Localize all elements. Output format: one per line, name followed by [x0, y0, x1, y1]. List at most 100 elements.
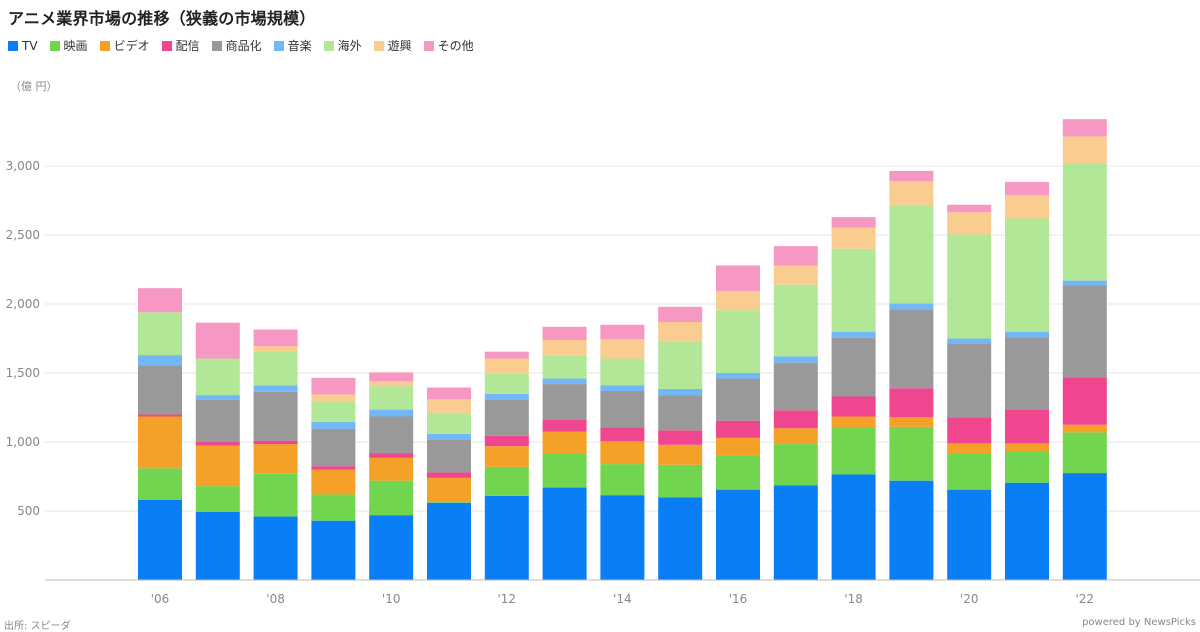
bar-segment[interactable] — [773, 362, 818, 411]
bar-segment[interactable] — [947, 489, 992, 580]
bar-segment[interactable] — [947, 443, 992, 454]
bar-segment[interactable] — [831, 427, 876, 475]
bar-segment[interactable] — [600, 464, 645, 496]
bar-segment[interactable] — [369, 372, 414, 382]
bar-segment[interactable] — [773, 265, 818, 285]
bar-segment[interactable] — [1062, 432, 1107, 474]
bar-segment[interactable] — [1005, 482, 1049, 580]
bar-segment[interactable] — [253, 385, 298, 392]
bar-stack[interactable] — [773, 246, 818, 580]
bar-segment[interactable] — [542, 487, 587, 580]
bar-segment[interactable] — [889, 181, 934, 206]
bar-segment[interactable] — [427, 472, 471, 478]
bar-segment[interactable] — [195, 358, 240, 396]
bar-segment[interactable] — [311, 428, 356, 467]
legend-item[interactable]: ビデオ — [99, 37, 150, 54]
bar-stack[interactable] — [831, 217, 876, 580]
bar-segment[interactable] — [716, 489, 760, 580]
bar-segment[interactable] — [1062, 424, 1107, 433]
bar-segment[interactable] — [369, 515, 414, 580]
bar-segment[interactable] — [658, 430, 703, 445]
bar-segment[interactable] — [369, 480, 414, 516]
bar-segment[interactable] — [831, 227, 876, 249]
bar-segment[interactable] — [138, 355, 182, 366]
bar-segment[interactable] — [773, 410, 818, 429]
bar-segment[interactable] — [947, 453, 992, 490]
bar-segment[interactable] — [195, 395, 240, 400]
bar-segment[interactable] — [947, 204, 992, 213]
bar-segment[interactable] — [138, 468, 182, 500]
legend-item[interactable]: 映画 — [49, 37, 88, 54]
bar-segment[interactable] — [484, 393, 529, 400]
bar-segment[interactable] — [311, 494, 356, 521]
bar-segment[interactable] — [773, 246, 818, 266]
bar-stack[interactable] — [947, 204, 992, 580]
bar-segment[interactable] — [773, 485, 818, 580]
bar-segment[interactable] — [658, 321, 703, 342]
bar-segment[interactable] — [542, 378, 587, 385]
bar-segment[interactable] — [831, 396, 876, 417]
bar-stack[interactable] — [369, 372, 414, 580]
bar-segment[interactable] — [773, 444, 818, 486]
bar-segment[interactable] — [658, 388, 703, 396]
legend-item[interactable]: 配信 — [161, 37, 200, 54]
bar-segment[interactable] — [831, 337, 876, 397]
bar-segment[interactable] — [831, 248, 876, 332]
bar-stack[interactable] — [311, 377, 356, 580]
bar-segment[interactable] — [138, 312, 182, 356]
bar-segment[interactable] — [427, 502, 471, 580]
bar-segment[interactable] — [773, 356, 818, 363]
bar-stack[interactable] — [484, 351, 529, 580]
bar-segment[interactable] — [600, 385, 645, 391]
legend-item[interactable]: その他 — [423, 37, 474, 54]
bar-segment[interactable] — [1062, 164, 1107, 281]
bar-segment[interactable] — [1062, 377, 1107, 425]
bar-segment[interactable] — [484, 435, 529, 447]
bar-segment[interactable] — [311, 422, 356, 429]
bar-segment[interactable] — [889, 426, 934, 481]
bar-stack[interactable] — [658, 306, 703, 580]
bar-segment[interactable] — [427, 439, 471, 473]
bar-segment[interactable] — [1062, 473, 1107, 580]
bar-segment[interactable] — [889, 388, 934, 418]
bar-segment[interactable] — [658, 306, 703, 322]
bar-segment[interactable] — [600, 495, 645, 580]
legend-item[interactable]: 海外 — [323, 37, 362, 54]
bar-segment[interactable] — [542, 339, 587, 356]
bar-segment[interactable] — [889, 205, 934, 304]
bar-segment[interactable] — [369, 453, 414, 458]
bar-stack[interactable] — [253, 329, 298, 580]
bar-segment[interactable] — [1062, 119, 1107, 137]
bar-segment[interactable] — [1005, 331, 1049, 338]
bar-segment[interactable] — [484, 466, 529, 496]
bar-segment[interactable] — [600, 441, 645, 465]
bar-segment[interactable] — [889, 309, 934, 389]
bar-segment[interactable] — [1005, 409, 1049, 444]
bar-segment[interactable] — [716, 378, 760, 421]
bar-segment[interactable] — [947, 343, 992, 418]
bar-segment[interactable] — [1062, 136, 1107, 165]
bar-segment[interactable] — [484, 399, 529, 436]
bar-segment[interactable] — [369, 409, 414, 417]
bar-segment[interactable] — [253, 516, 298, 580]
bar-segment[interactable] — [311, 469, 356, 495]
bar-segment[interactable] — [947, 417, 992, 444]
bar-segment[interactable] — [311, 466, 356, 470]
bar-segment[interactable] — [138, 499, 182, 580]
bar-segment[interactable] — [253, 473, 298, 517]
bar-segment[interactable] — [138, 414, 182, 417]
bar-segment[interactable] — [1005, 195, 1049, 219]
bar-segment[interactable] — [542, 431, 587, 454]
bar-segment[interactable] — [195, 322, 240, 359]
bar-stack[interactable] — [889, 170, 934, 580]
bar-segment[interactable] — [658, 464, 703, 498]
bar-stack[interactable] — [138, 288, 182, 580]
bar-segment[interactable] — [253, 440, 298, 445]
bar-segment[interactable] — [484, 495, 529, 580]
bar-segment[interactable] — [600, 339, 645, 359]
bar-stack[interactable] — [195, 322, 240, 580]
bar-segment[interactable] — [195, 445, 240, 487]
bar-segment[interactable] — [138, 416, 182, 469]
bar-segment[interactable] — [138, 365, 182, 415]
bar-segment[interactable] — [658, 444, 703, 465]
